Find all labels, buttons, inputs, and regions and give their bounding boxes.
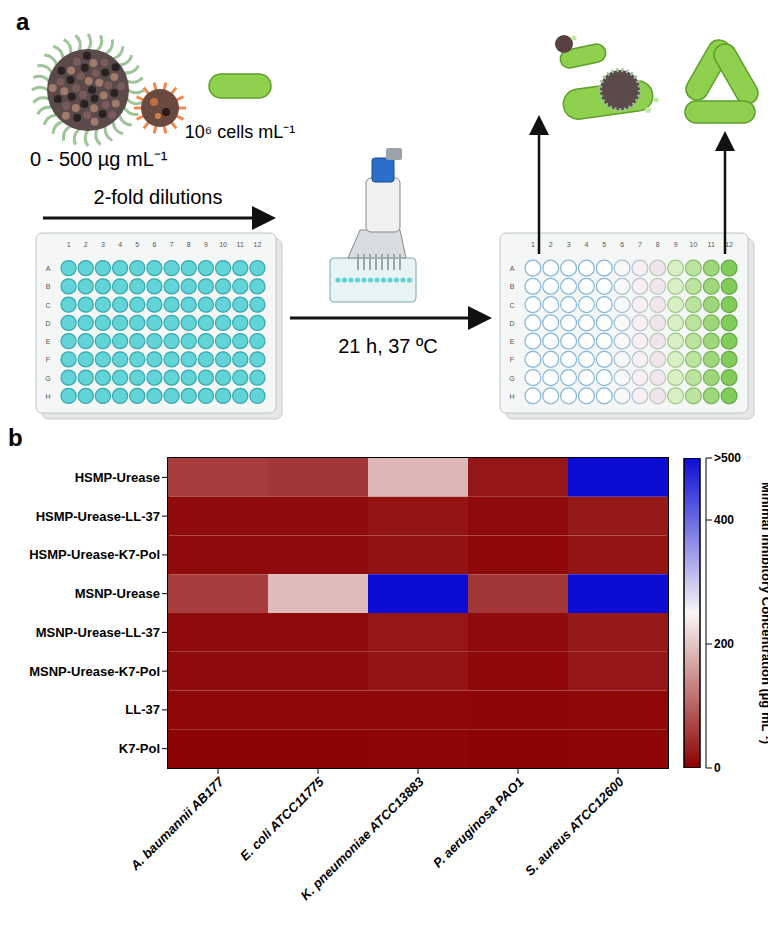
svg-text:A. baumannii AB177: A. baumannii AB177 [127,774,227,874]
svg-text:E. coli ATCC11775: E. coli ATCC11775 [237,774,327,864]
svg-text:A: A [46,265,51,272]
svg-text:9: 9 [674,241,678,248]
svg-text:Minimal Inhibitory Concentrati: Minimal Inhibitory Concentration (µg mL⁻… [759,482,768,744]
svg-text:C: C [509,302,514,309]
svg-text:B: B [510,283,515,290]
svg-text:4: 4 [118,241,122,248]
svg-text:1: 1 [67,241,71,248]
svg-text:H: H [45,393,50,400]
svg-text:K7-Pol: K7-Pol [119,741,160,756]
svg-text:0 - 500 µg mL⁻¹: 0 - 500 µg mL⁻¹ [30,148,168,170]
svg-text:C: C [45,302,50,309]
svg-text:HSMP-Urease-LL-37: HSMP-Urease-LL-37 [36,509,160,524]
svg-text:10: 10 [690,241,698,248]
svg-text:400: 400 [714,513,734,527]
svg-text:5: 5 [135,241,139,248]
svg-text:2: 2 [84,241,88,248]
svg-text:F: F [510,356,514,363]
svg-text:LL-37: LL-37 [125,702,160,717]
svg-text:H: H [509,393,514,400]
svg-text:F: F [46,356,50,363]
svg-text:A: A [510,265,515,272]
svg-text:2-fold dilutions: 2-fold dilutions [94,186,223,208]
svg-text:G: G [509,375,514,382]
svg-text:10⁶ cells mL⁻¹: 10⁶ cells mL⁻¹ [185,122,295,142]
svg-text:6: 6 [152,241,156,248]
svg-text:3: 3 [101,241,105,248]
svg-text:3: 3 [567,241,571,248]
svg-text:HSMP-Urease: HSMP-Urease [75,470,160,485]
svg-text:S. aureus ATCC12600: S. aureus ATCC12600 [522,774,627,879]
svg-text:E: E [510,338,515,345]
svg-text:5: 5 [602,241,606,248]
svg-text:P. aeruginosa PAO1: P. aeruginosa PAO1 [430,774,527,871]
svg-text:6: 6 [620,241,624,248]
html-text:b: b [8,424,23,451]
svg-text:a: a [16,8,30,35]
svg-text:D: D [45,320,50,327]
svg-text:8: 8 [656,241,660,248]
svg-text:0: 0 [714,761,721,775]
svg-text:12: 12 [254,241,262,248]
svg-text:G: G [45,375,50,382]
svg-text:7: 7 [638,241,642,248]
svg-text:1: 1 [531,241,535,248]
svg-text:E: E [46,338,51,345]
svg-text:200: 200 [714,637,734,651]
svg-text:>500: >500 [714,451,741,465]
svg-text:8: 8 [187,241,191,248]
svg-text:9: 9 [204,241,208,248]
svg-text:HSMP-Urease-K7-Pol: HSMP-Urease-K7-Pol [29,547,160,562]
svg-text:11: 11 [708,241,715,248]
svg-text:2: 2 [549,241,553,248]
svg-text:MSNP-Urease-LL-37: MSNP-Urease-LL-37 [36,625,160,640]
svg-text:12: 12 [725,241,733,248]
svg-text:MSNP-Urease: MSNP-Urease [75,586,160,601]
svg-text:10: 10 [219,241,227,248]
svg-text:21 h, 37 ºC: 21 h, 37 ºC [338,335,438,357]
svg-text:B: B [46,283,51,290]
svg-text:4: 4 [584,241,588,248]
svg-text:K. pneumoniae ATCC13883: K. pneumoniae ATCC13883 [298,774,428,904]
svg-text:MSNP-Urease-K7-Pol: MSNP-Urease-K7-Pol [29,664,160,679]
svg-text:7: 7 [170,241,174,248]
svg-text:D: D [509,320,514,327]
svg-text:11: 11 [237,241,244,248]
